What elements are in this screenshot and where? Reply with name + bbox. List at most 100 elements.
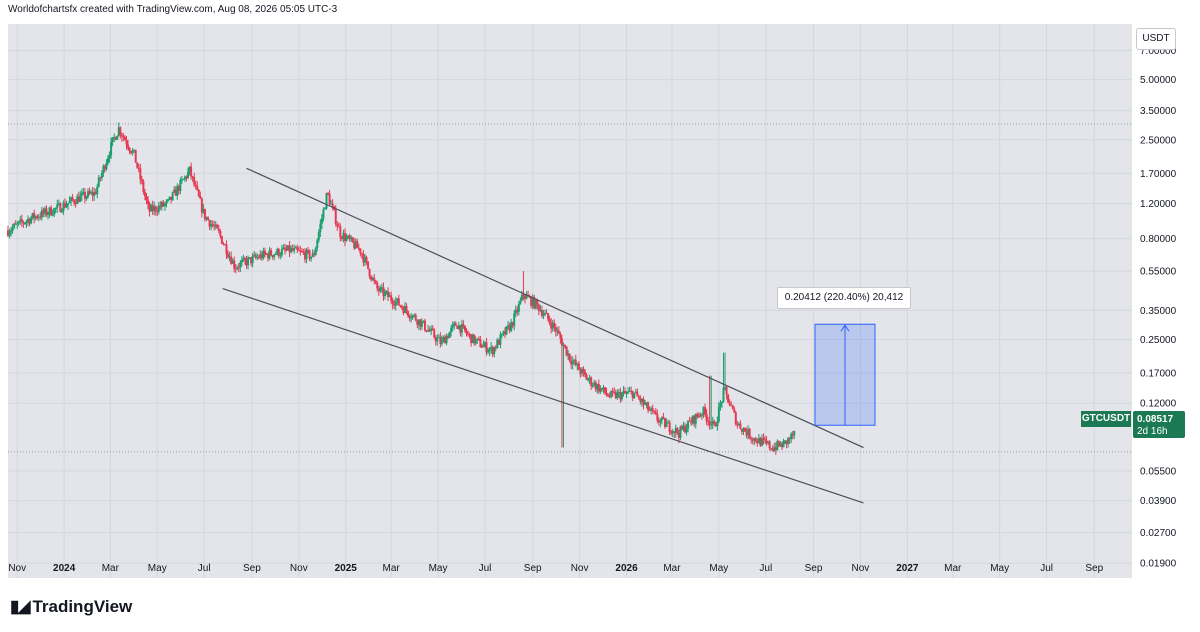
candle xyxy=(357,243,360,251)
candle-body xyxy=(288,245,291,253)
candle xyxy=(483,341,486,349)
candle-body xyxy=(696,413,699,417)
candle-body xyxy=(436,337,439,342)
candle xyxy=(653,410,656,415)
candle xyxy=(407,310,410,318)
candle-body xyxy=(13,223,16,228)
candle-body xyxy=(254,254,257,258)
candle-body xyxy=(465,330,468,334)
candle xyxy=(134,149,137,163)
candle-body xyxy=(788,437,791,440)
candle xyxy=(405,303,408,315)
tradingview-logo[interactable]: ▮◢ TradingView xyxy=(10,597,132,617)
candle-body xyxy=(768,441,771,449)
candle xyxy=(591,382,594,388)
candle xyxy=(605,387,608,397)
candle-body xyxy=(216,224,219,229)
candle-body xyxy=(634,391,637,393)
candle xyxy=(242,254,245,262)
candle-body xyxy=(488,349,491,351)
candle xyxy=(637,394,640,400)
candle-body xyxy=(317,231,320,241)
candle xyxy=(580,367,583,377)
candle xyxy=(447,333,450,339)
candle-body xyxy=(382,287,385,296)
candle xyxy=(588,374,591,385)
candle xyxy=(220,235,223,245)
last-price-label: 0.08517 2d 16h xyxy=(1133,411,1185,438)
currency-selector[interactable]: USDT xyxy=(1136,28,1176,50)
candle xyxy=(750,436,753,444)
candle-body xyxy=(742,428,745,432)
candle xyxy=(80,188,83,201)
candle-body xyxy=(771,448,774,451)
candle xyxy=(156,206,159,217)
candle-body xyxy=(690,421,693,424)
candle-body xyxy=(260,254,263,259)
candle xyxy=(727,394,730,403)
candle-body xyxy=(567,353,570,356)
candle-body xyxy=(57,203,60,205)
candle-body xyxy=(40,210,43,218)
candle xyxy=(96,183,99,199)
candle xyxy=(451,321,454,332)
candle xyxy=(485,337,488,356)
candle-body xyxy=(760,438,763,446)
candle xyxy=(574,354,577,367)
candle-body xyxy=(180,179,183,181)
candle xyxy=(556,326,559,336)
candle-body xyxy=(562,344,565,346)
candle-body xyxy=(779,443,782,446)
candle xyxy=(662,412,665,420)
candle xyxy=(567,350,570,360)
candle-body xyxy=(293,248,296,251)
candle xyxy=(648,406,651,412)
candle xyxy=(787,436,790,448)
candle xyxy=(374,279,377,285)
measure-label: 0.20412 (220.40%) 20,412 xyxy=(777,287,911,309)
candle xyxy=(445,333,448,346)
candle-body xyxy=(125,140,128,145)
x-tick-label: May xyxy=(709,563,728,574)
candle-body xyxy=(687,420,690,429)
last-price: 0.08517 xyxy=(1137,414,1174,425)
candle xyxy=(570,355,573,369)
candle xyxy=(660,416,663,425)
candle xyxy=(108,151,111,163)
candle xyxy=(274,251,277,255)
candle xyxy=(222,241,225,246)
candle-body xyxy=(397,298,400,306)
x-tick-labels: Nov 2024 Mar May Jul Sep Nov 2025 Mar May Jul Sep No… xyxy=(8,563,1103,574)
candle-body xyxy=(291,248,294,251)
candle-body xyxy=(611,391,614,393)
candle-body xyxy=(645,402,648,405)
candle xyxy=(170,196,173,204)
candle xyxy=(434,335,437,346)
candle-body xyxy=(47,213,50,216)
x-tick-label: Sep xyxy=(524,563,542,574)
candle-body xyxy=(319,223,322,232)
candle-body xyxy=(673,431,676,433)
x-tick-label: May xyxy=(429,563,448,574)
candle xyxy=(416,319,419,329)
candle-body xyxy=(214,224,217,227)
candle-body xyxy=(34,216,37,219)
candle-body xyxy=(502,331,505,334)
candle xyxy=(87,188,90,199)
candle-body xyxy=(63,202,66,208)
candle-body xyxy=(508,325,511,331)
candle xyxy=(476,338,479,344)
candle-body xyxy=(684,425,687,433)
x-tick-label: Sep xyxy=(805,563,823,574)
price-axis[interactable] xyxy=(1132,24,1200,578)
candle-body xyxy=(116,135,119,140)
candle-body xyxy=(599,388,602,392)
chart-plot-area[interactable] xyxy=(8,24,1132,578)
candle-body xyxy=(685,428,688,433)
candle-body xyxy=(385,291,388,293)
candle-body xyxy=(371,277,374,280)
candle-body xyxy=(640,398,643,402)
candle-body xyxy=(707,420,710,422)
candle xyxy=(728,399,731,407)
candle-body xyxy=(270,250,273,256)
